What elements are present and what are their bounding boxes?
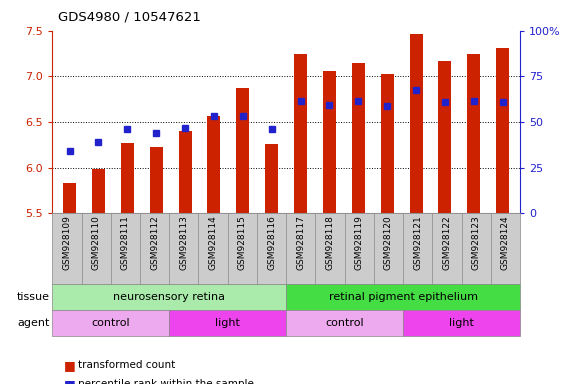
Text: GSM928119: GSM928119 <box>355 215 364 270</box>
Text: neurosensory retina: neurosensory retina <box>113 292 225 302</box>
Bar <box>207 116 220 213</box>
Bar <box>121 143 134 213</box>
Bar <box>352 63 365 213</box>
Text: GSM928110: GSM928110 <box>92 215 101 270</box>
Text: GDS4980 / 10547621: GDS4980 / 10547621 <box>58 10 201 23</box>
Text: light: light <box>215 318 240 328</box>
Text: agent: agent <box>17 318 49 328</box>
Text: GSM928109: GSM928109 <box>62 215 71 270</box>
Text: transformed count: transformed count <box>78 360 175 370</box>
Text: GSM928124: GSM928124 <box>501 215 510 270</box>
Text: GSM928117: GSM928117 <box>296 215 305 270</box>
Text: GSM928116: GSM928116 <box>267 215 276 270</box>
Text: GSM928114: GSM928114 <box>209 215 217 270</box>
Text: percentile rank within the sample: percentile rank within the sample <box>78 379 254 384</box>
Bar <box>439 61 451 213</box>
Text: GSM928118: GSM928118 <box>325 215 335 270</box>
Text: ▶: ▶ <box>50 318 60 328</box>
Text: ▶: ▶ <box>50 292 60 302</box>
Bar <box>265 144 278 213</box>
Text: ■: ■ <box>64 359 76 372</box>
Text: GSM928121: GSM928121 <box>413 215 422 270</box>
Bar <box>178 131 192 213</box>
Text: retinal pigment epithelium: retinal pigment epithelium <box>329 292 478 302</box>
Bar <box>323 71 336 213</box>
Bar <box>381 74 394 213</box>
Bar <box>467 55 480 213</box>
Text: light: light <box>449 318 474 328</box>
Bar <box>496 48 509 213</box>
Text: GSM928113: GSM928113 <box>180 215 188 270</box>
Text: tissue: tissue <box>16 292 49 302</box>
Text: control: control <box>325 318 364 328</box>
Text: GSM928115: GSM928115 <box>238 215 247 270</box>
Bar <box>236 88 249 213</box>
Text: ■: ■ <box>64 378 76 384</box>
Text: GSM928112: GSM928112 <box>150 215 159 270</box>
Text: GSM928123: GSM928123 <box>472 215 480 270</box>
Bar <box>92 169 105 213</box>
Text: GSM928120: GSM928120 <box>384 215 393 270</box>
Text: GSM928111: GSM928111 <box>121 215 130 270</box>
Bar <box>150 147 163 213</box>
Text: GSM928122: GSM928122 <box>442 215 451 270</box>
Bar <box>294 55 307 213</box>
Bar <box>410 35 422 213</box>
Bar <box>63 183 76 213</box>
Text: control: control <box>91 318 130 328</box>
